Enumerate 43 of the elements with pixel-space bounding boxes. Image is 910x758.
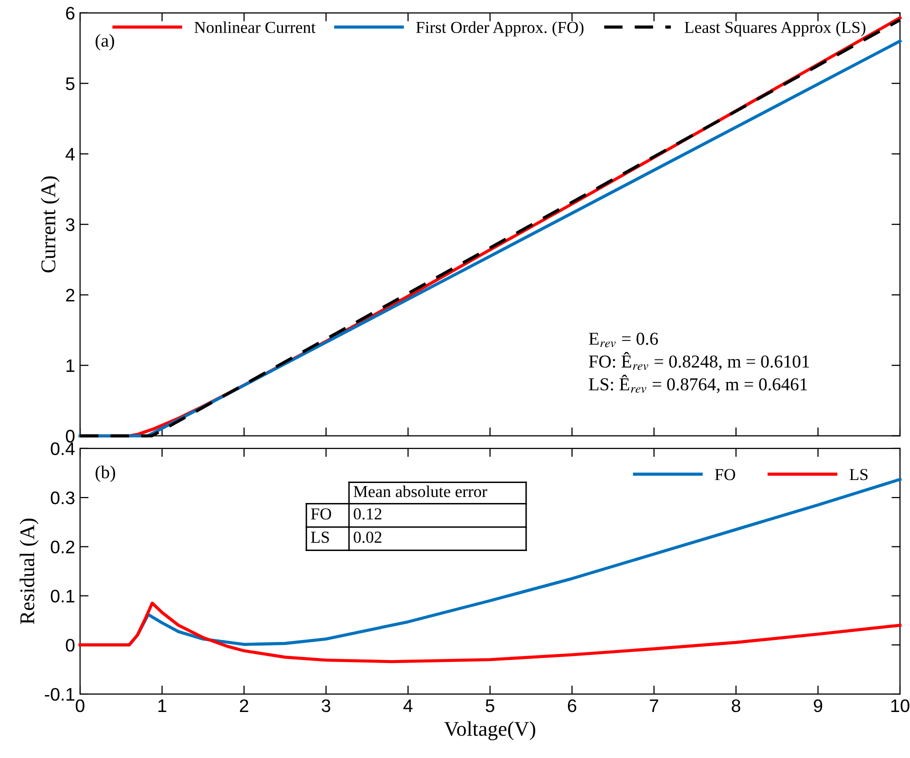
x-tick-label: 1 (158, 700, 166, 712)
annotation: LS (310, 532, 329, 543)
legend-label: First Order Approx. (FO) (416, 21, 584, 36)
x-tick-label: 6 (568, 699, 576, 712)
x-tick-label: 7 (650, 700, 658, 712)
x-tick-label: 3 (322, 699, 330, 712)
y-axis-title: Current (A) (40, 176, 60, 272)
y-tick-label: 1 (66, 359, 74, 372)
x-tick-label: 8 (732, 699, 740, 712)
x-tick-label: 4 (403, 700, 413, 712)
y-tick-label: 4 (66, 148, 75, 160)
y-tick-label: -0.1 (44, 688, 74, 701)
x-tick-label: 0 (76, 699, 84, 712)
x-tick-label: 9 (814, 699, 822, 712)
annotation: FO: Ê$_{rev}$ = 0.8248, m = 0.6101 (588, 352, 809, 370)
x-tick-label: 10 (891, 699, 910, 712)
y-tick-label: 0 (66, 638, 75, 652)
x-axis-title: Voltage(V) (444, 721, 536, 740)
annotation: FO (310, 508, 332, 520)
y-tick-label: 3 (66, 218, 74, 232)
annotation: 0.02 (354, 532, 382, 543)
y-tick-label: 2 (66, 288, 74, 302)
x-tick-label: 5 (486, 700, 494, 712)
x-tick-label: 2 (240, 699, 248, 712)
y-tick-label: 0 (66, 430, 75, 443)
legend-label: Least Squares Approx (LS) (684, 21, 866, 36)
annotation: (a) (96, 34, 114, 50)
annotation: 0.12 (354, 508, 382, 520)
annotation: (b) (96, 466, 116, 482)
legend-label: LS (850, 468, 868, 480)
y-tick-label: 0.4 (50, 442, 75, 456)
annotation: E$_{rev}$ = 0.6 (588, 332, 658, 348)
y-tick-label: 5 (66, 78, 74, 90)
annotation: Mean absolute error (354, 485, 488, 498)
annotation: LS: Ê$_{rev}$ = 0.8764, m = 0.6461 (588, 374, 807, 394)
legend-label: FO (714, 468, 736, 480)
y-axis-title: Residual (A) (20, 518, 39, 624)
line-series (78, 602, 902, 664)
y-tick-label: 0.3 (50, 491, 74, 504)
legend-label: Nonlinear Current (194, 21, 316, 34)
y-tick-label: 0.1 (50, 590, 74, 603)
y-tick-label: 0.2 (50, 540, 74, 554)
y-tick-label: 6 (66, 6, 74, 20)
